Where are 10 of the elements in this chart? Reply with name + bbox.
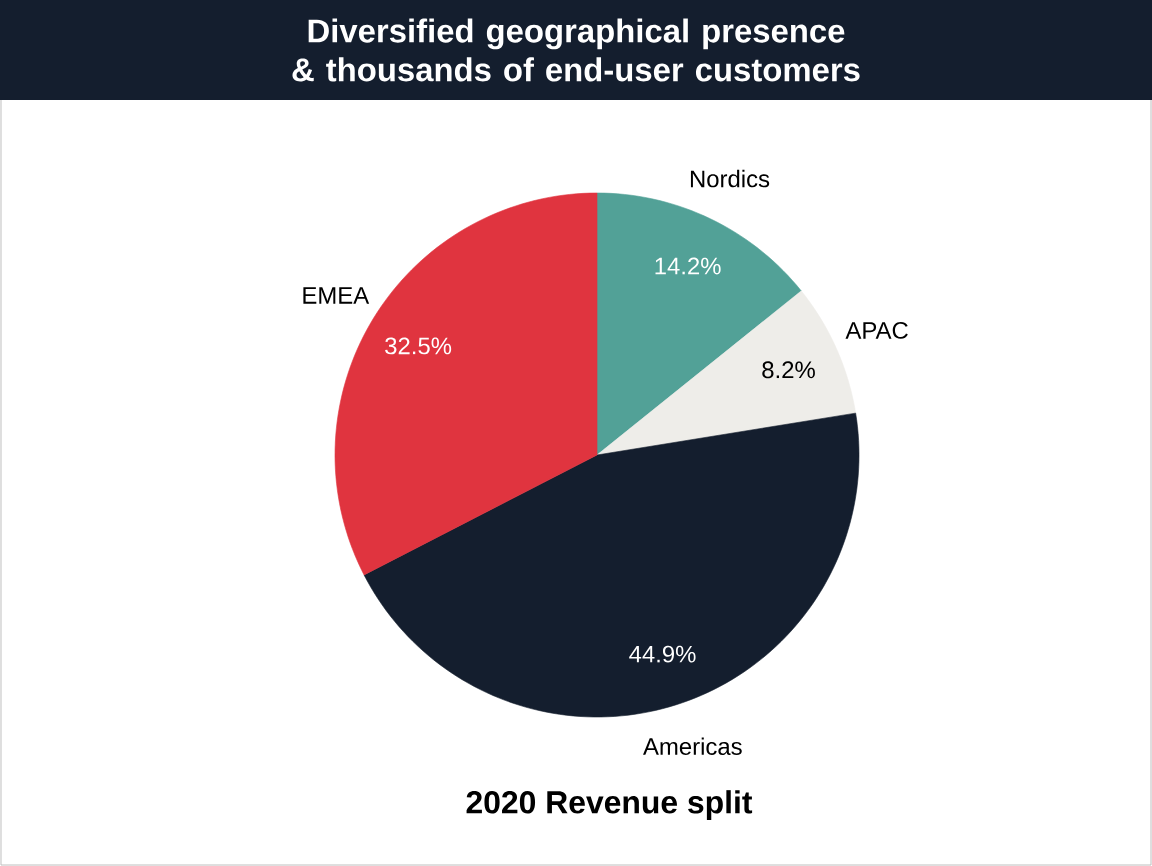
slice-label: Americas [643,737,742,756]
data-label: 32.5% [385,337,452,355]
slice-label: EMEA [303,287,370,304]
slice-label: APAC [845,322,908,340]
data-label: 8.2% [762,361,815,379]
slice-label: Nordics [690,170,770,188]
data-label: 14.2% [655,257,721,275]
text: 2020 Revenue split [466,790,753,821]
chart-title: Diversified geographical presence & thousands of end-user customers [292,18,860,82]
data-label: 44.9% [629,645,696,663]
